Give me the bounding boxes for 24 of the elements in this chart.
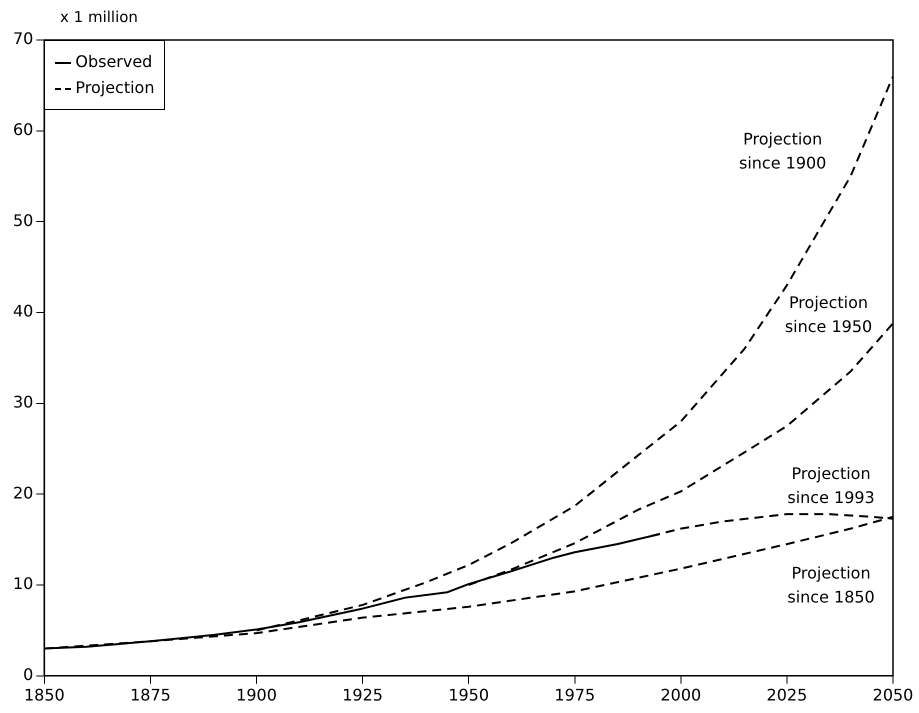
x-tick-label: 1975 [554, 686, 596, 705]
x-tick-label: 1850 [24, 686, 65, 705]
legend-label: Projection [74, 77, 154, 99]
x-tick-label: 2000 [660, 686, 702, 705]
y-tick-label: 0 [23, 664, 34, 684]
annotation: Projection since 1900 [738, 130, 826, 173]
y-tick-label: 10 [13, 574, 34, 594]
y-tick-label: 40 [13, 302, 34, 321]
x-tick-label: 1900 [236, 686, 277, 705]
y-tick-label: 20 [13, 483, 34, 502]
x-tick-label: 2025 [766, 686, 808, 705]
x-tick-label: 2050 [872, 686, 914, 705]
y-tick-label: 60 [13, 120, 34, 139]
y-tick-label: 70 [13, 29, 34, 48]
y-tick-label: 30 [13, 392, 34, 412]
x-tick-label: 1925 [342, 686, 383, 705]
annotation: Projection since 1850 [787, 563, 875, 606]
annotation: Projection since 1950 [784, 293, 872, 336]
x-tick-label: 1950 [448, 686, 490, 705]
legend-label: Observed [74, 51, 154, 73]
x-tick-label: 1875 [130, 686, 171, 705]
y-axis-title: x 1 million [60, 8, 138, 26]
annotation: Projection since 1993 [787, 464, 875, 508]
y-tick-label: 50 [13, 210, 34, 230]
